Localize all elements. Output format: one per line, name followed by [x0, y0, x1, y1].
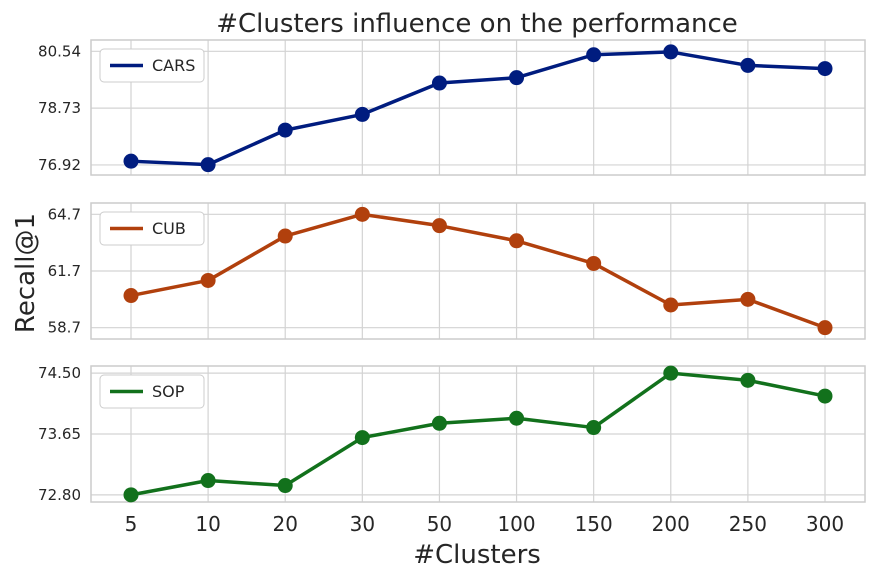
data-point — [431, 415, 447, 431]
data-point — [740, 57, 756, 73]
data-point — [123, 487, 139, 503]
y-tick-label: 72.80 — [38, 486, 81, 504]
data-point — [123, 153, 139, 169]
y-tick-label: 76.92 — [38, 156, 81, 174]
x-tick-label: 200 — [652, 512, 690, 536]
plot-frame — [90, 202, 866, 340]
x-tick-label: 100 — [497, 512, 535, 536]
legend-box — [99, 48, 205, 83]
x-tick-label: 300 — [806, 512, 844, 536]
y-tick-label: 61.7 — [48, 262, 81, 280]
x-tick-label: 50 — [427, 512, 452, 536]
series-line-sop — [129, 371, 827, 497]
plot-frame — [90, 39, 866, 176]
y-tick-label: 64.7 — [48, 205, 81, 223]
data-point — [817, 320, 833, 336]
y-tick-label: 73.65 — [38, 425, 81, 443]
series-line-cars — [129, 50, 827, 167]
data-point — [586, 47, 602, 63]
data-point — [200, 157, 216, 173]
x-tick-labels: 5 10 20 30 50 100 150 200 250 300 — [125, 512, 844, 536]
legend: CUB — [99, 211, 205, 246]
legend-label: SOP — [152, 382, 185, 401]
data-point — [740, 291, 756, 307]
data-point — [354, 206, 370, 222]
data-point — [817, 61, 833, 77]
legend-box — [99, 374, 205, 409]
legend-label: CARS — [152, 56, 195, 75]
chart-title: #Clusters influence on the performance — [216, 9, 738, 39]
x-tick-label: 30 — [350, 512, 375, 536]
y-tick-label: 58.7 — [48, 319, 81, 337]
plot-frame — [90, 365, 866, 503]
data-point — [586, 255, 602, 271]
data-point — [354, 430, 370, 446]
x-tick-label: 10 — [195, 512, 220, 536]
data-point — [277, 122, 293, 138]
data-point — [740, 372, 756, 388]
data-point — [431, 75, 447, 91]
y-axis-label: Recall@1 — [11, 213, 41, 333]
data-point — [817, 388, 833, 404]
legend: CARS — [99, 48, 205, 83]
data-point — [509, 233, 525, 249]
panels: 80.5478.7376.92CARS64.761.758.7CUB74.507… — [38, 39, 866, 504]
panel-cars: 80.54 78.73 76.92 CARS — [38, 39, 866, 176]
panel-sop: 74.50 73.65 72.80 SOP — [38, 364, 866, 504]
data-point — [586, 420, 602, 436]
data-point — [354, 106, 370, 122]
y-tick-label: 78.73 — [38, 99, 81, 117]
x-tick-label: 150 — [575, 512, 613, 536]
x-tick-label: 5 — [125, 512, 138, 536]
panel-cub: 64.7 61.7 58.7 CUB — [48, 202, 866, 340]
y-tick-label: 74.50 — [38, 364, 81, 382]
x-axis-label: #Clusters — [413, 540, 541, 570]
legend-label: CUB — [152, 219, 186, 238]
data-point — [200, 473, 216, 489]
x-tick-label: 250 — [729, 512, 767, 536]
data-point — [663, 297, 679, 313]
data-point — [431, 218, 447, 234]
x-tick-label: 20 — [272, 512, 297, 536]
data-point — [663, 365, 679, 381]
data-point — [277, 478, 293, 494]
data-point — [277, 228, 293, 244]
data-point — [509, 410, 525, 426]
series-line-cub — [129, 212, 827, 330]
legend-box — [99, 211, 205, 246]
data-point — [663, 44, 679, 60]
data-point — [200, 272, 216, 288]
legend: SOP — [99, 374, 205, 409]
data-point — [123, 288, 139, 304]
y-tick-label: 80.54 — [38, 42, 81, 60]
data-point — [509, 70, 525, 86]
